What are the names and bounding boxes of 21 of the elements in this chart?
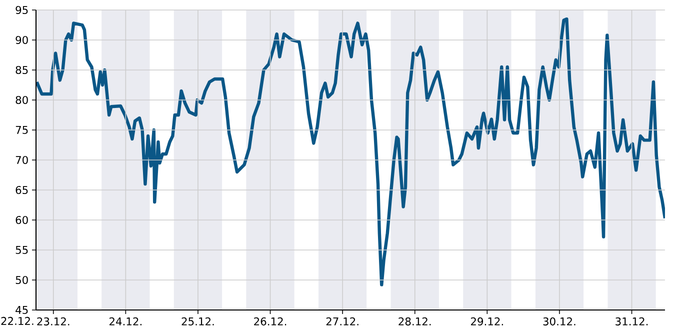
y-tick-label: 70 <box>16 156 28 164</box>
y-tick-label: 75 <box>16 126 28 134</box>
x-tick-label: 28.12. <box>398 317 431 326</box>
y-tick-label: 65 <box>16 186 28 194</box>
y-tick-label: 55 <box>16 246 28 254</box>
y-tick-label: 45 <box>16 306 28 314</box>
y-tick-label: 80 <box>16 96 28 104</box>
y-tick-label: 60 <box>16 216 28 224</box>
x-tick-label: 31.12. <box>616 317 648 326</box>
x-tick-label: 23.12. <box>37 317 70 326</box>
x-tick-label: 30.12. <box>543 317 576 326</box>
x-tick-label: 25.12. <box>182 317 214 326</box>
y-tick-label: 90 <box>16 36 28 44</box>
y-tick-label: 50 <box>16 276 28 284</box>
y-tick-label: 95 <box>16 6 28 14</box>
y-tick-label: 85 <box>16 66 28 74</box>
x-tick-label: 27.12. <box>326 317 358 326</box>
x-tick-label: 26.12. <box>254 317 286 326</box>
x-tick-label: 29.12. <box>470 317 503 326</box>
text: 22.12. <box>1 316 34 325</box>
x-tick-label: 24.12. <box>109 317 142 326</box>
